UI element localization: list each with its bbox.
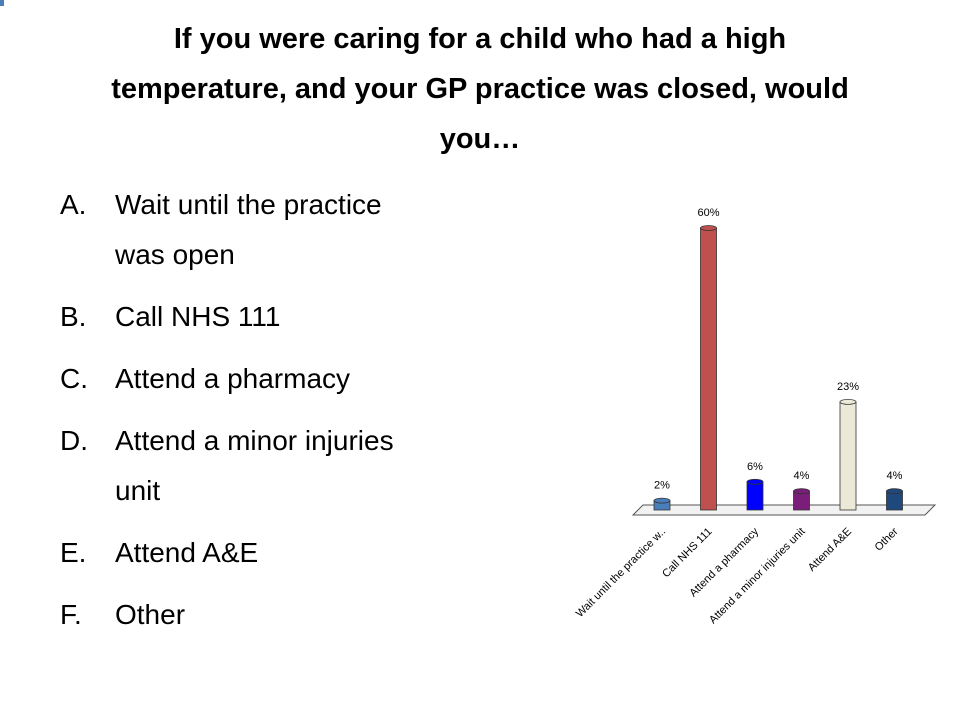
slide-title: If you were caring for a child who had a…: [111, 23, 849, 155]
option-text: Attend a minor injuries unit: [115, 425, 394, 506]
option-letter: B.: [60, 301, 87, 332]
option-text: Call NHS 111: [115, 301, 281, 332]
option-text: Wait until the practice was open: [115, 189, 382, 270]
option-text: Attend A&E: [115, 537, 259, 568]
option-letter: E.: [60, 537, 87, 568]
corner-mark: [0, 0, 4, 6]
option: B. Call NHS 111: [60, 292, 460, 342]
bar-top: [653, 497, 671, 504]
bar: [839, 401, 857, 511]
option: D. Attend a minor injuries unit: [60, 416, 460, 516]
bar-top: [839, 398, 857, 405]
option: F. Other: [60, 590, 460, 640]
value-label: 4%: [794, 470, 810, 482]
bar-top: [746, 478, 764, 485]
option: A. Wait until the practice was open: [60, 180, 460, 280]
x-tick-label: Attend A&E: [806, 526, 854, 574]
option-letter: A.: [60, 189, 87, 220]
option-letter: F.: [60, 599, 82, 630]
value-label: 23%: [837, 381, 859, 393]
option-letter: D.: [60, 425, 88, 456]
options-list: A. Wait until the practice was open B. Call…: [60, 180, 460, 652]
x-tick-label: Other: [873, 525, 901, 553]
value-label: 60%: [697, 207, 719, 219]
bar: [746, 481, 764, 511]
x-tick-label: Attend a minor injuries unit: [707, 526, 808, 627]
option-text: Attend a pharmacy: [115, 363, 351, 394]
bar-top: [886, 488, 903, 495]
bar-top: [793, 488, 810, 495]
option-text: Other: [115, 599, 186, 630]
x-tick-label: Wait until the practice w..: [574, 526, 668, 620]
value-label: 2%: [654, 480, 670, 492]
option-letter: C.: [60, 363, 88, 394]
option: E. Attend A&E: [60, 528, 460, 578]
bar-top: [700, 225, 717, 231]
option: C. Attend a pharmacy: [60, 354, 460, 404]
bar: [700, 227, 717, 511]
value-label: 4%: [887, 470, 903, 482]
value-label: 6%: [747, 461, 763, 473]
